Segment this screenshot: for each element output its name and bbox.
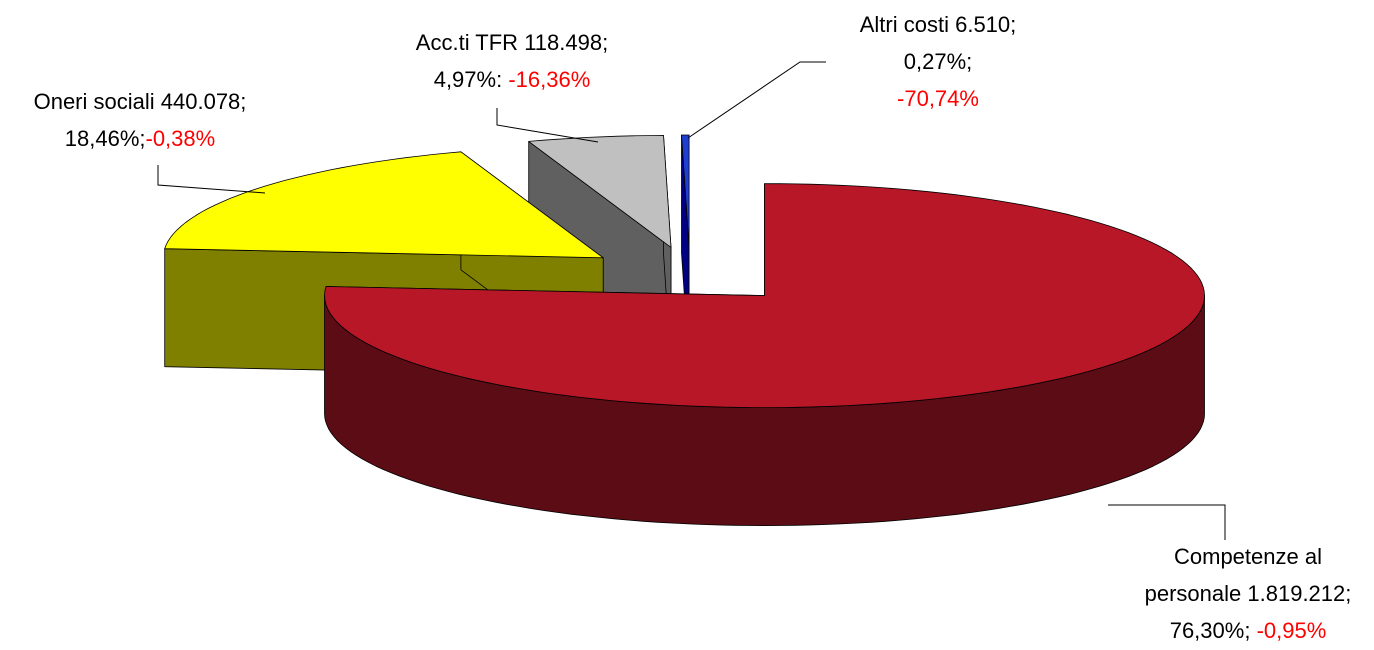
label-part: Altri costi <box>859 12 949 37</box>
label-part: 4,97%: <box>433 67 503 92</box>
label-part: 440.078; <box>160 89 247 114</box>
slice <box>324 183 1205 408</box>
label-part: 76,30%; <box>1169 618 1251 643</box>
label-part: 0,27%; <box>903 49 973 74</box>
slice <box>164 151 604 259</box>
leader-line <box>157 165 266 194</box>
leader-line <box>687 61 826 139</box>
label-part: Competenze al personale <box>1144 544 1322 606</box>
slice <box>528 135 672 248</box>
label-part: 118.498; <box>524 30 609 55</box>
label-part: 18,46%; <box>64 126 146 151</box>
change-label: -0,95% <box>1256 618 1327 643</box>
change-label: -16,36% <box>508 67 591 92</box>
label-part: Acc.ti TFR <box>415 30 519 55</box>
slice <box>681 134 690 248</box>
data-label: Oneri sociali 440.078; 18,46%;-0,38% <box>0 83 280 157</box>
data-label: Acc.ti TFR 118.498; 4,97%: -16,36% <box>392 24 632 98</box>
data-label: Competenze al personale 1.819.212; 76,30… <box>1130 538 1366 649</box>
label-part: 6.510; <box>955 12 1017 37</box>
label-part: Oneri sociali <box>33 89 155 114</box>
leader-lines <box>157 61 1226 540</box>
change-label: -70,74% <box>897 86 979 111</box>
label-part: 1.819.212; <box>1247 581 1352 606</box>
data-label: Altri costi 6.510; 0,27%; -70,74% <box>828 6 1048 117</box>
leader-line <box>496 108 599 143</box>
pie <box>164 134 1205 526</box>
leader-line <box>1108 504 1226 540</box>
change-label: -0,38% <box>145 126 216 151</box>
